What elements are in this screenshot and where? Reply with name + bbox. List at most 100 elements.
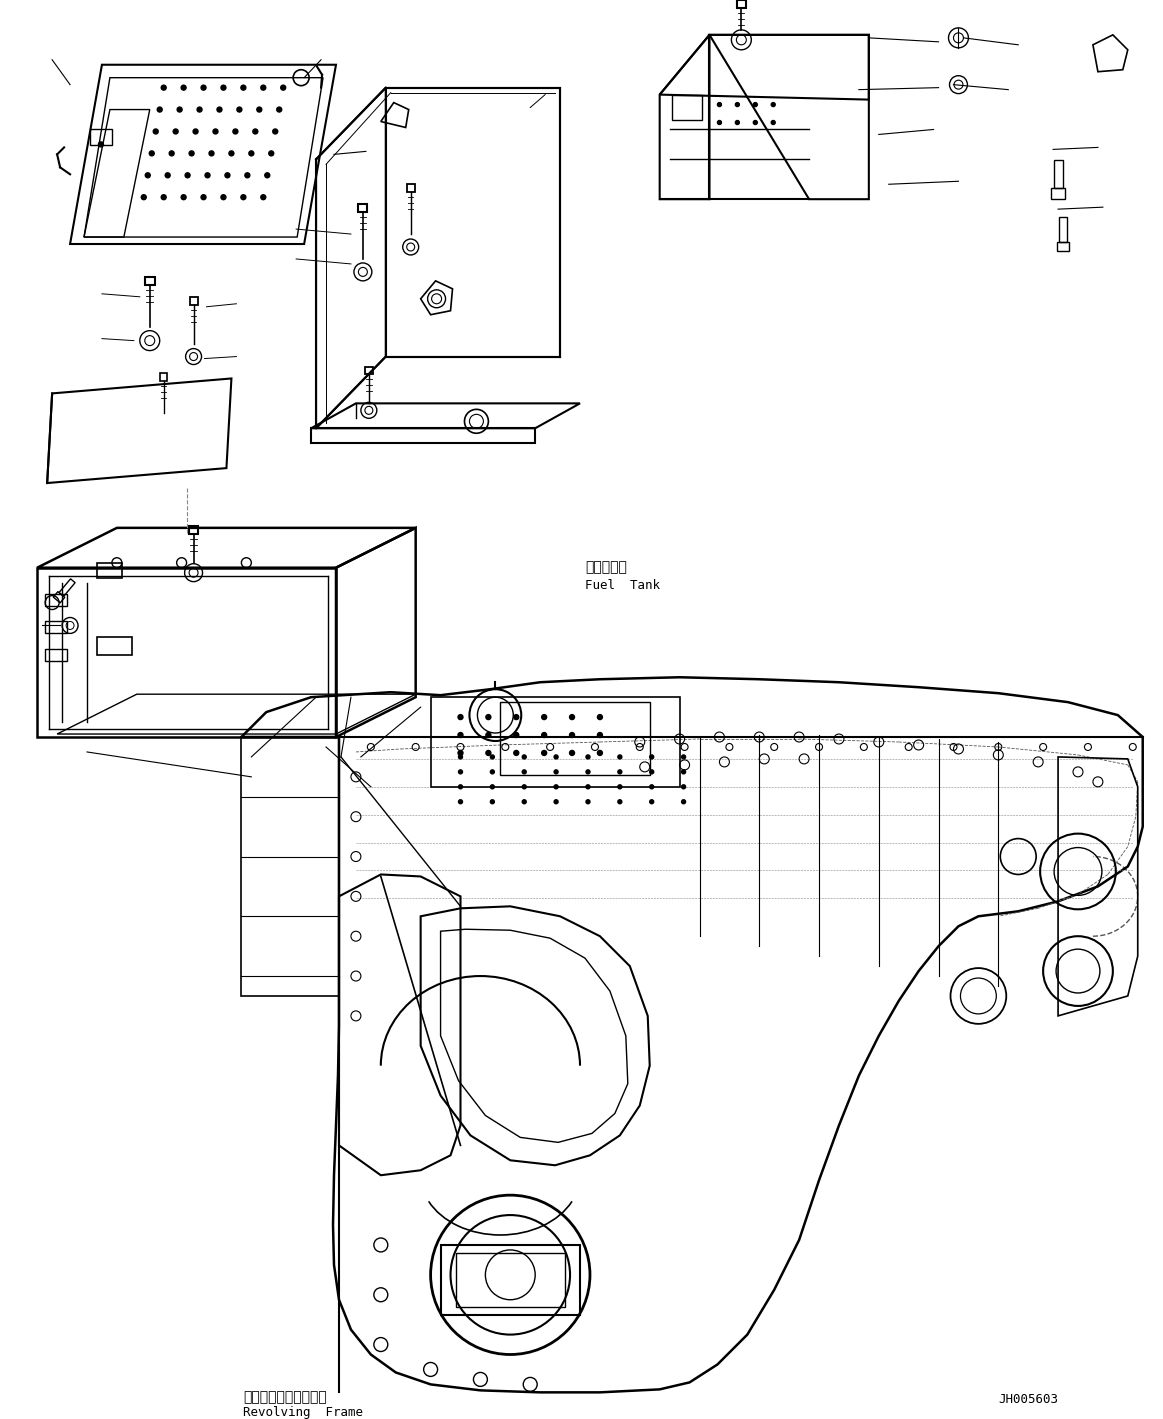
Circle shape [99, 142, 104, 148]
Circle shape [598, 715, 602, 719]
Circle shape [598, 732, 602, 738]
Circle shape [190, 150, 194, 156]
Circle shape [149, 150, 155, 156]
Circle shape [491, 755, 494, 759]
Circle shape [554, 771, 558, 773]
Circle shape [486, 732, 491, 738]
Circle shape [458, 751, 463, 755]
Circle shape [514, 751, 519, 755]
Circle shape [618, 771, 622, 773]
Circle shape [141, 194, 147, 200]
Circle shape [586, 800, 590, 803]
Circle shape [491, 785, 494, 789]
Circle shape [754, 102, 757, 106]
Circle shape [173, 129, 178, 133]
Circle shape [682, 800, 685, 803]
Circle shape [522, 785, 526, 789]
Circle shape [224, 173, 230, 177]
Circle shape [193, 129, 198, 133]
Circle shape [233, 129, 238, 133]
Circle shape [280, 85, 286, 91]
Circle shape [542, 751, 547, 755]
Circle shape [269, 150, 273, 156]
Circle shape [249, 150, 254, 156]
Circle shape [458, 755, 463, 759]
Circle shape [245, 173, 250, 177]
Circle shape [261, 85, 266, 91]
Circle shape [209, 150, 214, 156]
Circle shape [522, 755, 526, 759]
Circle shape [618, 785, 622, 789]
Circle shape [718, 102, 721, 106]
Circle shape [570, 732, 575, 738]
Circle shape [554, 785, 558, 789]
Text: レボルビングフレーム: レボルビングフレーム [243, 1391, 327, 1405]
Circle shape [197, 106, 202, 112]
Circle shape [586, 755, 590, 759]
Circle shape [273, 129, 278, 133]
Circle shape [277, 106, 281, 112]
Circle shape [650, 800, 654, 803]
Circle shape [554, 800, 558, 803]
Circle shape [165, 173, 170, 177]
Circle shape [265, 173, 270, 177]
Circle shape [754, 121, 757, 125]
Circle shape [458, 771, 463, 773]
Circle shape [650, 771, 654, 773]
Bar [97, 637, 131, 656]
Circle shape [145, 173, 150, 177]
Circle shape [586, 771, 590, 773]
Circle shape [221, 194, 226, 200]
Bar [45, 650, 67, 661]
Circle shape [486, 751, 491, 755]
Circle shape [205, 173, 211, 177]
Circle shape [650, 755, 654, 759]
Circle shape [185, 173, 190, 177]
Circle shape [491, 800, 494, 803]
Circle shape [257, 106, 262, 112]
Text: Fuel  Tank: Fuel Tank [585, 579, 659, 592]
Circle shape [458, 715, 463, 719]
Circle shape [213, 129, 217, 133]
Text: Revolving  Frame: Revolving Frame [243, 1406, 363, 1419]
Circle shape [221, 85, 226, 91]
Circle shape [771, 121, 776, 125]
Circle shape [718, 121, 721, 125]
Circle shape [201, 194, 206, 200]
Bar [45, 622, 67, 633]
Circle shape [522, 771, 526, 773]
Bar [672, 95, 701, 119]
Circle shape [542, 715, 547, 719]
Circle shape [771, 102, 776, 106]
Circle shape [458, 800, 463, 803]
Circle shape [217, 106, 222, 112]
Circle shape [514, 715, 519, 719]
Circle shape [261, 194, 266, 200]
Circle shape [162, 194, 166, 200]
Circle shape [237, 106, 242, 112]
Text: 燃料タンク: 燃料タンク [585, 561, 627, 575]
Circle shape [181, 194, 186, 200]
Circle shape [682, 785, 685, 789]
Circle shape [229, 150, 234, 156]
Circle shape [650, 785, 654, 789]
Circle shape [598, 751, 602, 755]
Circle shape [682, 771, 685, 773]
Circle shape [522, 800, 526, 803]
Bar [45, 593, 67, 606]
Circle shape [181, 85, 186, 91]
Circle shape [201, 85, 206, 91]
Circle shape [682, 755, 685, 759]
Circle shape [735, 102, 740, 106]
Circle shape [554, 755, 558, 759]
Circle shape [177, 106, 183, 112]
Circle shape [252, 129, 258, 133]
Circle shape [570, 715, 575, 719]
Circle shape [458, 732, 463, 738]
Circle shape [618, 755, 622, 759]
Circle shape [514, 732, 519, 738]
Circle shape [735, 121, 740, 125]
Circle shape [491, 771, 494, 773]
Circle shape [162, 85, 166, 91]
Circle shape [458, 785, 463, 789]
